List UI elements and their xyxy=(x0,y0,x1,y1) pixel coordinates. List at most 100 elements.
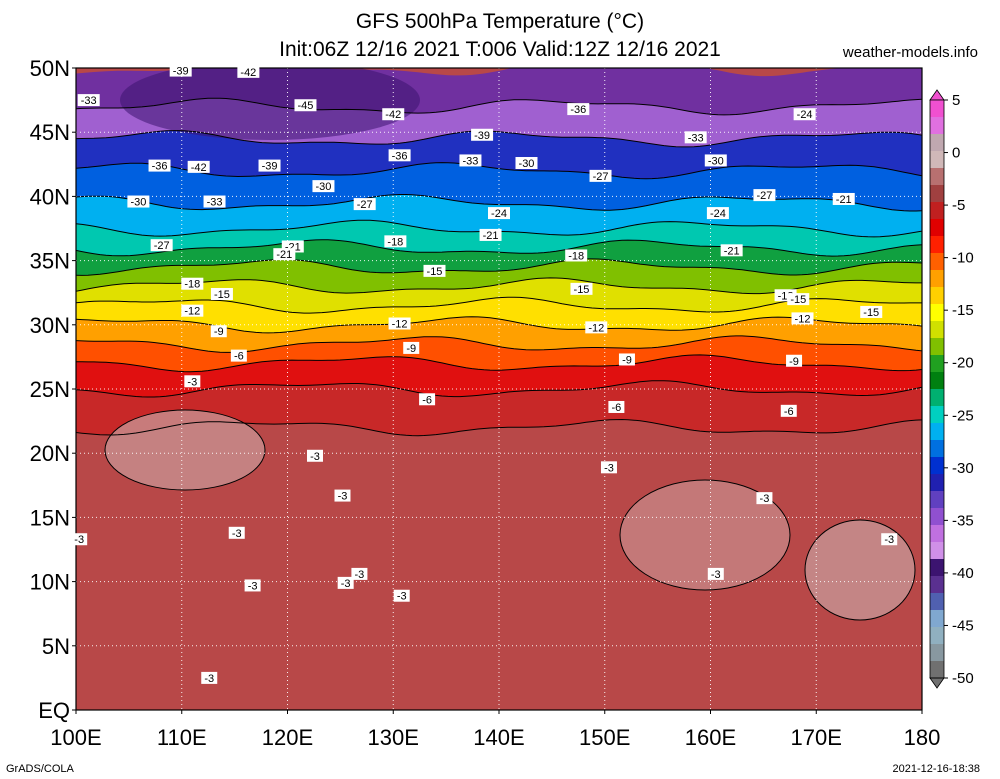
contour-label-bg xyxy=(585,321,608,334)
contour-label-text: -15 xyxy=(574,284,590,296)
contour-label-text: -9 xyxy=(406,343,416,355)
contour-label-bg xyxy=(71,533,88,546)
contour-label-bg xyxy=(210,325,227,338)
contour-label: -9 xyxy=(210,325,227,338)
colorbar-swatch xyxy=(930,627,944,645)
contour-label-bg xyxy=(258,159,281,172)
contour-label-bg xyxy=(471,128,494,141)
contour-label-text: -12 xyxy=(184,306,200,318)
contour-label: -12 xyxy=(181,304,204,318)
contour-label-bg xyxy=(77,94,100,107)
contour-label-text: -12 xyxy=(588,322,604,334)
contour-label: -33 xyxy=(684,131,707,144)
contour-label-bg xyxy=(230,349,247,362)
lon-label: 180 xyxy=(904,725,941,750)
colorbar-swatch xyxy=(930,576,944,594)
contour-label: -12 xyxy=(585,321,608,334)
contour-label: -6 xyxy=(780,404,797,418)
contour-label-bg xyxy=(423,264,446,277)
colorbar-swatch xyxy=(930,287,944,305)
contour-label-bg xyxy=(184,375,201,388)
colorbar-swatch xyxy=(930,338,944,356)
colorbar-label: -25 xyxy=(952,407,974,424)
contour-label: -24 xyxy=(488,207,510,220)
contour-label-text: -3 xyxy=(248,580,258,592)
source-label: weather-models.info xyxy=(842,44,978,61)
contour-label-bg xyxy=(567,103,590,116)
contour-label: -33 xyxy=(77,94,100,107)
colorbar-frame xyxy=(929,99,945,679)
contour-label-bg xyxy=(793,108,816,121)
contour-label-text: -3 xyxy=(338,491,348,503)
contour-label-bg xyxy=(600,461,617,474)
contour-label: -6 xyxy=(230,349,247,363)
contour-label-text: -30 xyxy=(130,197,146,209)
contour-label: -3 xyxy=(881,533,898,546)
contour-label-text: -6 xyxy=(422,394,432,406)
colorbar-top-arrow xyxy=(929,89,945,101)
footer-timestamp: 2021-12-16-18:38 xyxy=(892,763,980,775)
lat-label: 50N xyxy=(30,56,70,81)
contour-label: -15 xyxy=(423,264,446,278)
contour-label-bg xyxy=(706,207,729,220)
colorbar-swatch xyxy=(930,270,944,288)
contour-label: -24 xyxy=(706,207,729,220)
contour-label-text: -39 xyxy=(474,130,490,142)
contour-label-bg xyxy=(684,131,707,144)
colorbar-swatch xyxy=(930,372,944,390)
colorbar-label: -20 xyxy=(952,355,974,372)
lon-label: 110E xyxy=(157,725,207,750)
contour-label: -6 xyxy=(419,393,436,406)
contour-label: -45 xyxy=(294,99,317,112)
colorbar-swatch xyxy=(930,117,944,135)
colorbar-swatch xyxy=(930,202,944,220)
lon-label: 160E xyxy=(685,725,736,750)
contour-line xyxy=(76,130,922,148)
colorbar-label: -10 xyxy=(952,250,974,267)
lat-label: 5N xyxy=(42,634,70,659)
warm-pool-central-pacific xyxy=(620,480,790,590)
contour-label: -21 xyxy=(832,192,855,206)
contour-label-text: -18 xyxy=(387,236,403,248)
contour-label-text: -9 xyxy=(622,354,632,366)
contour-label: -39 xyxy=(471,128,494,142)
contour-label: -15 xyxy=(210,287,233,301)
contour-label-text: -27 xyxy=(756,190,772,202)
contour-label: -3 xyxy=(337,576,354,590)
contour-label: -3 xyxy=(707,567,724,581)
contour-label-text: -3 xyxy=(204,673,214,685)
contour-label-bg xyxy=(306,449,323,462)
lat-label: 25N xyxy=(30,377,70,402)
contour-label: -3 xyxy=(600,461,617,474)
contour-label-text: -3 xyxy=(604,462,614,474)
contour-line xyxy=(76,380,922,398)
contour-label: -3 xyxy=(351,567,368,581)
contour-label-text: -3 xyxy=(760,493,770,505)
contour-label-text: -18 xyxy=(568,250,584,262)
contour-label-text: -33 xyxy=(688,132,704,144)
contour-label-bg xyxy=(382,108,405,121)
contour-label-text: -39 xyxy=(173,66,189,78)
contour-label-text: -12 xyxy=(392,319,408,331)
contour-label: -9 xyxy=(403,341,420,355)
colorbar-swatch xyxy=(930,661,944,679)
contour-label-text: -39 xyxy=(262,161,278,173)
contour-label-text: -9 xyxy=(214,326,224,338)
contour-label-bg xyxy=(479,228,502,241)
contour-label-text: -18 xyxy=(184,279,200,291)
contour-label-bg xyxy=(201,671,218,684)
contour-label-bg xyxy=(515,157,538,170)
colorbar-swatch xyxy=(930,185,944,203)
lat-label: 10N xyxy=(30,570,70,595)
colorbar: 5 0 -5 -10 -15 -20 -25 -30 -35 -40 -45 -50 xyxy=(929,89,974,689)
contour-label: -42 xyxy=(382,108,405,121)
contour-label-bg xyxy=(753,189,776,202)
lat-label: 35N xyxy=(30,249,70,274)
contour-label-bg xyxy=(181,277,204,290)
contour-label-bg xyxy=(707,567,724,580)
contour-label-text: -21 xyxy=(836,194,852,206)
contour-label-text: -30 xyxy=(708,155,724,167)
latitude-axis: 50N 45N 40N 35N 30N 25N 20N 15N 10N 5N EQ xyxy=(30,56,76,723)
contour-label: -18 xyxy=(384,235,407,248)
colorbar-swatch xyxy=(930,321,944,339)
